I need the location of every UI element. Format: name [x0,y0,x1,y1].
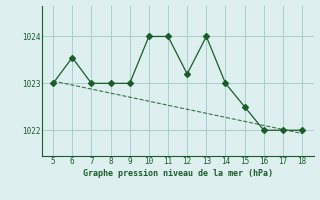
X-axis label: Graphe pression niveau de la mer (hPa): Graphe pression niveau de la mer (hPa) [83,169,273,178]
